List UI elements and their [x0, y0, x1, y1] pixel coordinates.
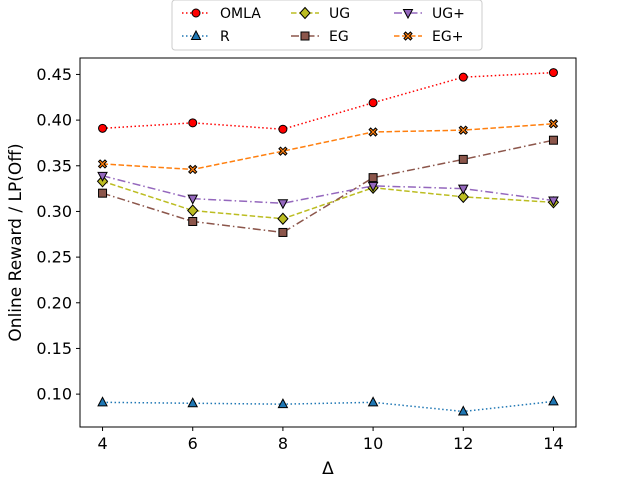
legend-label-ug: UG	[329, 6, 350, 22]
data-point-eg	[188, 216, 198, 226]
series-line-omla	[102, 71, 554, 131]
data-point-ug-plus	[548, 196, 559, 207]
series-ug	[96, 175, 560, 225]
legend-label-ug-plus: UG+	[432, 6, 465, 22]
series-r	[97, 395, 559, 416]
x-tick-label: 14	[543, 434, 563, 453]
data-point-r	[187, 397, 199, 408]
data-point-omla	[98, 123, 108, 133]
data-point-eg-plus	[368, 127, 378, 137]
series-line-ug-plus	[102, 175, 554, 204]
legend-label-eg-plus: EG+	[432, 29, 463, 45]
series-omla	[98, 68, 558, 134]
plot-frame	[79, 57, 577, 428]
data-point-omla	[368, 98, 378, 108]
data-point-ug-plus	[367, 181, 379, 192]
data-point-omla	[278, 124, 288, 134]
data-point-ug	[187, 204, 199, 217]
y-tick-label: 0.35	[36, 156, 72, 175]
legend-marker-eg	[300, 31, 310, 41]
legend-label-omla: OMLA	[220, 6, 261, 22]
y-tick-label: 0.10	[36, 385, 72, 404]
data-point-ug-plus	[277, 199, 289, 210]
x-axis: 4 6 8 10 12 14	[97, 427, 564, 453]
x-tick-label: 6	[188, 434, 198, 453]
data-point-eg	[458, 154, 468, 164]
data-point-eg-plus	[188, 164, 198, 175]
legend-marker-eg-plus	[403, 31, 413, 41]
plot-area	[96, 68, 560, 416]
x-tick-label: 4	[97, 434, 107, 453]
legend-marker-omla	[191, 8, 201, 18]
data-point-eg	[278, 227, 288, 237]
data-point-r	[277, 398, 289, 409]
legend-marker-ug-plus	[402, 9, 414, 20]
data-point-ug	[457, 190, 469, 204]
legend-marker-ug	[299, 6, 311, 20]
legend-label-eg: EG	[329, 29, 349, 45]
x-tick-label: 12	[453, 434, 473, 453]
data-point-r	[367, 396, 379, 407]
y-axis-label: Online Reward / LP(Off)	[6, 143, 26, 341]
data-point-eg	[368, 173, 378, 183]
series-eg-plus	[97, 119, 559, 175]
data-point-r	[97, 396, 108, 407]
series-line-eg-plus	[102, 123, 554, 171]
data-point-ug	[277, 212, 289, 225]
data-point-eg-plus	[548, 119, 559, 129]
data-point-omla	[548, 68, 558, 78]
y-axis: 0.10 0.15 0.20 0.25 0.30 0.35 0.40 0.45	[36, 65, 80, 404]
data-point-eg-plus	[458, 125, 468, 135]
data-point-eg	[548, 135, 558, 145]
x-tick-label: 8	[278, 434, 288, 453]
x-tick-label: 10	[363, 434, 383, 453]
data-point-omla	[188, 118, 198, 128]
data-point-ug-plus	[97, 171, 108, 182]
y-tick-label: 0.20	[36, 293, 72, 312]
y-tick-label: 0.40	[36, 111, 72, 130]
data-point-eg-plus	[278, 146, 288, 156]
data-point-r	[457, 405, 469, 416]
series-line-eg	[102, 139, 554, 234]
data-point-r	[548, 395, 559, 406]
legend-marker-r	[190, 29, 202, 40]
series-line-ug	[102, 180, 554, 220]
data-point-eg-plus	[97, 159, 108, 169]
data-point-ug-plus	[457, 184, 469, 195]
x-axis-label: Δ	[322, 459, 334, 479]
y-tick-label: 0.25	[36, 248, 72, 267]
data-point-omla	[458, 72, 468, 82]
y-tick-label: 0.30	[36, 202, 72, 221]
legend-label-r: R	[220, 29, 230, 45]
y-tick-label: 0.15	[36, 339, 72, 358]
series-line-r	[102, 400, 554, 413]
series-eg	[98, 135, 558, 237]
legend: OMLA R UG EG UG+ EG+	[171, 0, 483, 51]
y-tick-label: 0.45	[36, 65, 72, 84]
data-point-ug-plus	[187, 194, 199, 205]
series-ug-plus	[97, 171, 559, 210]
data-point-eg	[98, 188, 108, 198]
